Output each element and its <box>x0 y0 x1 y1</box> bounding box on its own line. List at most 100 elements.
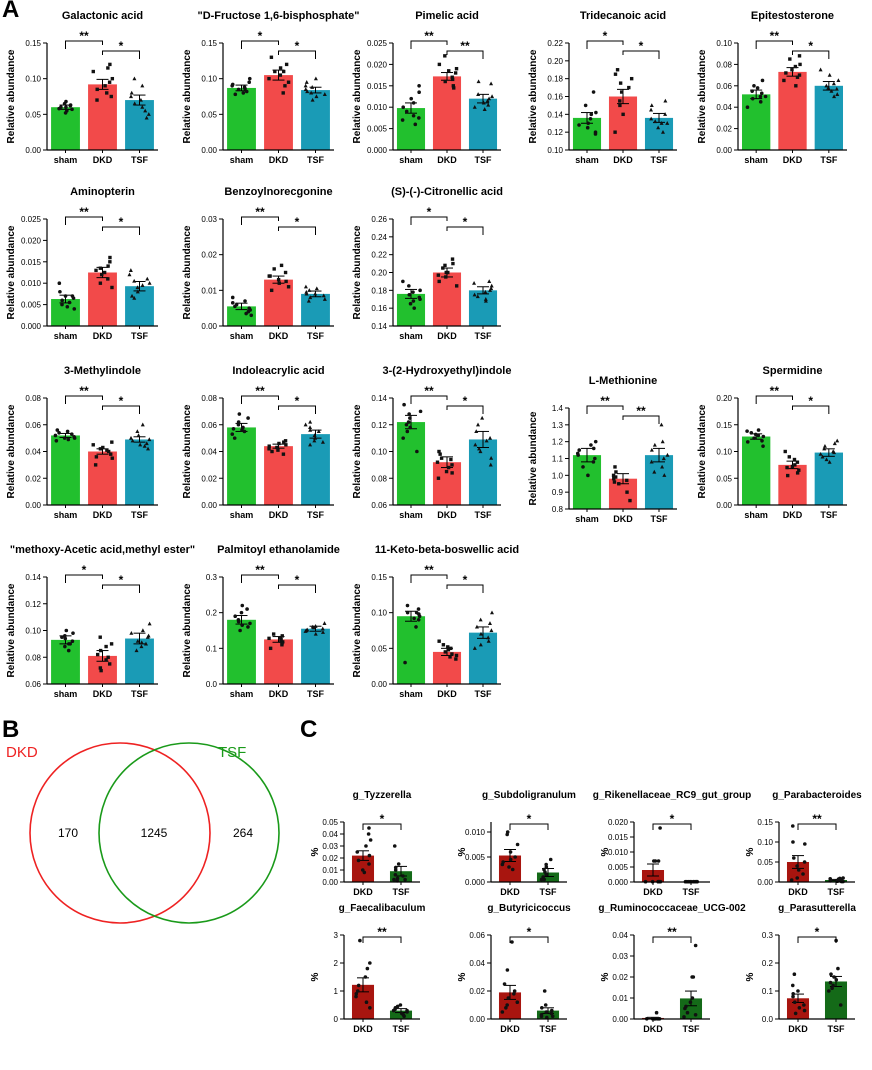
sig-bracket <box>509 823 549 830</box>
data-point <box>796 868 801 872</box>
data-point <box>99 668 103 673</box>
y-tick-label: 1.4 <box>552 404 564 413</box>
data-point <box>629 76 634 81</box>
chart-17: g_Subdoligranulum% 0.000 0.005 0.010 DKD TSF * <box>457 790 576 897</box>
data-point <box>827 72 832 77</box>
x-tick-label: TSF <box>475 689 493 699</box>
y-tick-label: 0.02 <box>469 987 485 996</box>
data-point <box>549 1011 554 1016</box>
data-point <box>106 277 110 281</box>
data-point <box>826 85 831 90</box>
data-point <box>402 402 406 407</box>
x-tick-label: TSF <box>475 155 493 165</box>
data-point <box>649 107 654 112</box>
x-tick-label: sham <box>230 155 254 165</box>
data-point <box>316 429 321 434</box>
y-tick-label: 0.10 <box>757 838 773 847</box>
x-tick-label: DKD <box>437 331 457 341</box>
y-tick-label: 0.01 <box>322 866 338 875</box>
data-point <box>660 129 665 134</box>
x-tick-label: TSF <box>307 689 325 699</box>
data-point <box>662 473 667 477</box>
x-tick-label: TSF <box>393 887 411 897</box>
data-point <box>70 107 74 112</box>
y-tick-label: 0.15 <box>25 39 41 48</box>
data-point <box>278 66 283 70</box>
sig-label: * <box>670 812 675 826</box>
y-tick-label: 0.000 <box>465 878 486 887</box>
data-point <box>244 89 249 94</box>
data-point <box>311 625 316 630</box>
data-point <box>443 54 447 58</box>
data-point <box>611 473 616 478</box>
data-point <box>508 850 513 854</box>
data-point <box>236 420 241 424</box>
y-tick-label: 0.03 <box>612 952 628 961</box>
x-tick-label: DKD <box>269 331 289 341</box>
data-point <box>449 457 453 462</box>
data-point <box>406 420 411 424</box>
chart-15: 11-Keto-beta-boswellic acid Relative abun… <box>352 544 519 699</box>
sig-label: * <box>119 39 124 53</box>
data-point <box>401 436 405 440</box>
data-point <box>275 445 279 450</box>
sig-bracket <box>65 40 103 49</box>
data-point <box>483 289 488 294</box>
data-point <box>613 465 617 469</box>
data-point <box>627 85 631 90</box>
bar-sham <box>396 616 426 684</box>
data-point <box>320 626 325 631</box>
data-point <box>473 442 478 447</box>
data-point <box>693 943 698 948</box>
x-tick-label: DKD <box>353 887 373 897</box>
bar-DKD <box>264 75 293 150</box>
data-point <box>690 975 694 979</box>
data-point <box>416 607 421 611</box>
chart-14: Palmitoyl ethanolamide Relative abundance… <box>182 544 340 699</box>
sig-bracket <box>446 405 484 414</box>
data-point <box>614 470 618 474</box>
data-point <box>308 295 313 300</box>
sig-label: * <box>463 215 468 229</box>
bar-sham <box>741 436 771 505</box>
data-point <box>436 476 441 480</box>
x-tick-label: sham <box>54 155 78 165</box>
data-point <box>231 426 236 431</box>
bar-DKD <box>432 272 462 326</box>
y-tick-label: 0.00 <box>25 146 41 155</box>
data-point <box>758 94 763 99</box>
sig-label: * <box>380 812 385 826</box>
data-point <box>437 449 441 454</box>
y-tick-label: 0.02 <box>716 125 732 134</box>
data-point <box>393 873 398 877</box>
chart-title: "D-Fructose 1,6-bisphosphate" <box>197 10 359 22</box>
y-axis-label: Relative abundance <box>6 49 17 143</box>
data-point <box>756 428 761 432</box>
data-point <box>441 643 446 647</box>
y-tick-label: 0.02 <box>612 973 628 982</box>
sig-bracket <box>241 40 279 49</box>
data-point <box>745 429 749 433</box>
sig-bracket <box>278 405 316 414</box>
data-point <box>400 118 405 122</box>
y-tick-label: 0.3 <box>762 931 774 940</box>
bar-DKD <box>778 71 807 150</box>
data-point <box>750 96 755 101</box>
data-point <box>836 78 841 83</box>
data-point <box>411 299 416 303</box>
data-point <box>489 610 494 615</box>
data-point <box>761 434 766 439</box>
sig-bracket <box>446 584 484 593</box>
data-point <box>364 844 368 848</box>
chart-title: L-Methionine <box>589 375 657 387</box>
chart-title: g_Parabacteroides <box>772 790 862 801</box>
data-point <box>130 438 135 443</box>
data-point <box>310 97 315 102</box>
data-point <box>130 293 135 298</box>
sig-label: ** <box>770 29 780 43</box>
chart-13: "methoxy-Acetic acid,methyl ester" Relati… <box>6 544 195 699</box>
data-point <box>313 76 318 81</box>
data-point <box>230 432 235 436</box>
data-point <box>314 286 319 291</box>
bar-sham <box>227 427 256 505</box>
